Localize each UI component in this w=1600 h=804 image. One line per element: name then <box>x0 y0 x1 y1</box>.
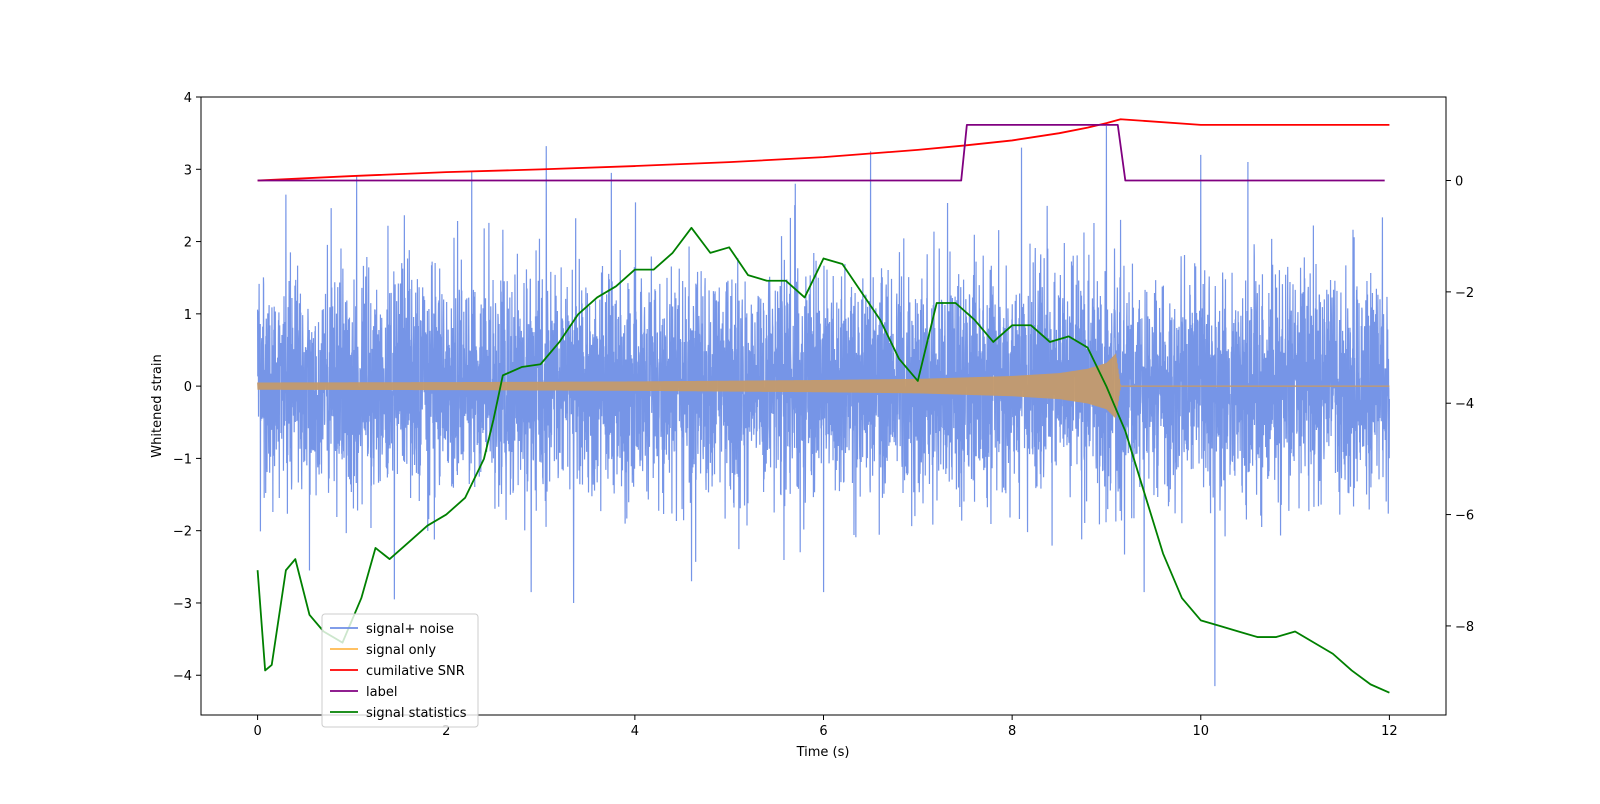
y-tick-label-right: −6 <box>1455 509 1474 524</box>
series-signal-noise <box>256 125 1391 687</box>
y-tick-label-right: 0 <box>1455 175 1463 190</box>
y-tick-label-right: −4 <box>1455 397 1474 412</box>
x-tick-label: 6 <box>819 724 827 739</box>
x-tick-label: 8 <box>1008 724 1016 739</box>
legend-entry: cumilative SNR <box>366 664 465 679</box>
series-signal-statistics <box>256 226 1390 694</box>
x-tick-label: 10 <box>1192 724 1209 739</box>
y-tick-label-left: −3 <box>173 597 192 612</box>
y-tick-label-left: 4 <box>184 91 192 106</box>
series-label <box>257 123 1385 182</box>
legend: signal+ noise signal only cumilative SNR la… <box>321 613 479 728</box>
y-axis-label-left: Whitened strain <box>150 354 165 457</box>
y-tick-label-left: −2 <box>173 525 192 540</box>
x-tick-label: 0 <box>253 724 261 739</box>
x-tick-label: 2 <box>442 724 450 739</box>
x-tick-label: 12 <box>1381 724 1398 739</box>
y-tick-label-right: −8 <box>1455 620 1474 635</box>
x-axis-label: Time (s) <box>796 745 850 760</box>
legend-entry: signal statistics <box>366 706 467 721</box>
y-tick-label-left: −1 <box>173 452 192 467</box>
series-cumulative-snr <box>257 118 1390 182</box>
y-tick-label-left: 0 <box>184 380 192 395</box>
x-tick-label: 4 <box>631 724 639 739</box>
legend-entry: label <box>366 685 397 700</box>
y-tick-label-left: 1 <box>184 308 192 323</box>
y-tick-label-left: 2 <box>184 236 192 251</box>
y-tick-label-left: −4 <box>173 669 192 684</box>
legend-entry: signal only <box>366 643 436 658</box>
legend-entry: signal+ noise <box>366 622 454 637</box>
y-tick-label-left: 3 <box>184 163 192 178</box>
y-tick-label-right: −2 <box>1455 286 1474 301</box>
legend-box <box>321 613 479 728</box>
